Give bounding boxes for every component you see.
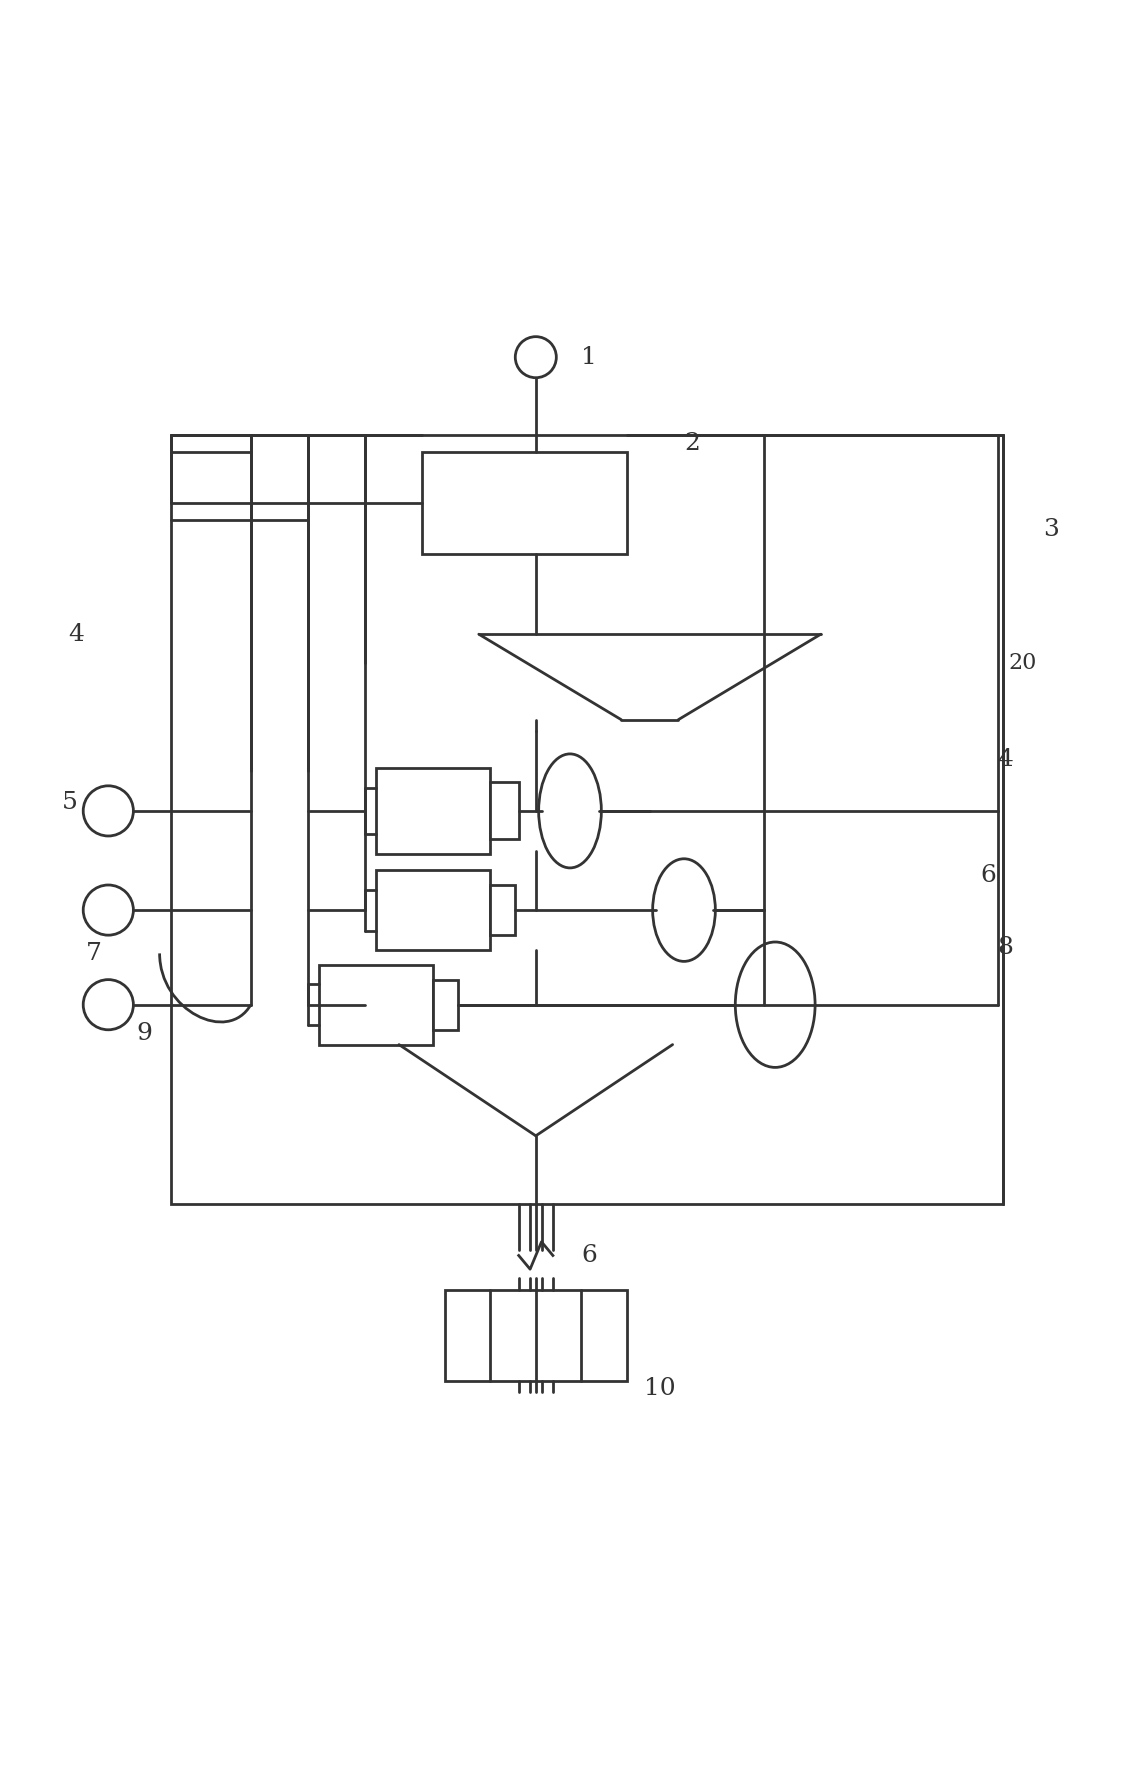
Bar [376,768,490,853]
Bar [490,782,519,839]
Bar [171,435,1003,1204]
Text: 6: 6 [980,864,996,887]
Text: 2: 2 [684,432,700,455]
Text: 3: 3 [1043,519,1059,542]
Text: 4: 4 [998,749,1013,772]
Text: 5: 5 [62,791,78,814]
Text: 4: 4 [68,623,84,646]
Text: 10: 10 [644,1377,676,1400]
Text: 1: 1 [581,345,597,368]
Bar [490,885,515,935]
Bar [319,965,433,1044]
Text: 8: 8 [998,936,1013,959]
Ellipse shape [735,942,815,1067]
Text: 20: 20 [1009,651,1037,674]
Text: 6: 6 [581,1244,597,1267]
Ellipse shape [538,754,602,867]
Circle shape [83,979,133,1030]
Bar [445,1290,627,1381]
Bar [376,871,490,950]
Bar [433,979,458,1030]
Text: 9: 9 [137,1021,153,1044]
Circle shape [83,885,133,935]
Circle shape [83,786,133,835]
Bar [422,451,627,554]
Text: 7: 7 [86,942,101,965]
Ellipse shape [652,858,716,961]
Circle shape [515,336,556,377]
